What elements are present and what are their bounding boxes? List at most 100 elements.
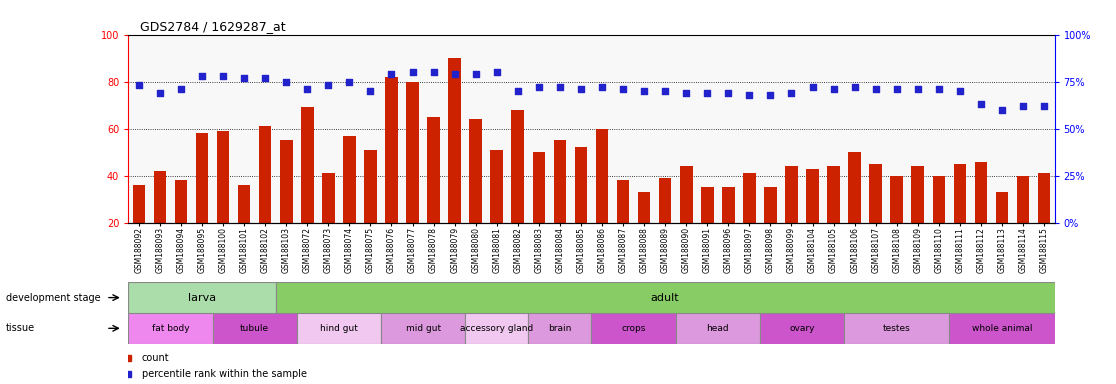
Point: [677, 90, 695, 96]
Point: [193, 73, 211, 79]
Bar: [470, 119, 482, 223]
Bar: [427, 117, 440, 223]
Bar: [217, 131, 230, 223]
Text: fat body: fat body: [152, 324, 190, 333]
Bar: [1017, 176, 1029, 223]
Point: [656, 88, 674, 94]
Point: [445, 71, 463, 77]
Text: ovary: ovary: [789, 324, 815, 333]
Bar: [591, 313, 675, 344]
Bar: [238, 185, 250, 223]
Point: [951, 88, 969, 94]
Text: larva: larva: [187, 293, 217, 303]
Point: [298, 86, 316, 92]
Point: [740, 92, 758, 98]
Point: [488, 69, 506, 75]
Bar: [950, 313, 1055, 344]
Bar: [786, 166, 798, 223]
Point: [573, 86, 590, 92]
Bar: [953, 164, 966, 223]
Bar: [974, 162, 988, 223]
Bar: [848, 152, 860, 223]
Bar: [933, 176, 945, 223]
Text: GDS2784 / 1629287_at: GDS2784 / 1629287_at: [140, 20, 285, 33]
Point: [319, 82, 337, 88]
Point: [235, 75, 253, 81]
Point: [720, 90, 738, 96]
Point: [340, 79, 358, 85]
Text: hind gut: hind gut: [320, 324, 358, 333]
Bar: [406, 82, 418, 223]
Point: [214, 73, 232, 79]
Text: count: count: [142, 353, 170, 363]
Bar: [869, 164, 882, 223]
Bar: [701, 187, 713, 223]
Text: testes: testes: [883, 324, 911, 333]
Point: [1036, 103, 1054, 109]
Bar: [891, 176, 903, 223]
Point: [699, 90, 716, 96]
Point: [993, 107, 1011, 113]
Bar: [276, 282, 1055, 313]
Bar: [280, 141, 292, 223]
Point: [888, 86, 906, 92]
Text: development stage: development stage: [6, 293, 100, 303]
Bar: [532, 152, 546, 223]
Bar: [1038, 173, 1050, 223]
Point: [425, 69, 443, 75]
Bar: [844, 313, 950, 344]
Point: [782, 90, 800, 96]
Bar: [195, 133, 209, 223]
Text: percentile rank within the sample: percentile rank within the sample: [142, 369, 307, 379]
Bar: [385, 77, 397, 223]
Text: brain: brain: [548, 324, 571, 333]
Bar: [212, 313, 297, 344]
Point: [551, 84, 569, 90]
Point: [466, 71, 484, 77]
Point: [404, 69, 422, 75]
Point: [1014, 103, 1032, 109]
Point: [635, 88, 653, 94]
Bar: [617, 180, 629, 223]
Point: [172, 86, 190, 92]
Text: accessory gland: accessory gland: [460, 324, 533, 333]
Bar: [174, 180, 187, 223]
Bar: [465, 313, 528, 344]
Bar: [995, 192, 1009, 223]
Point: [846, 84, 864, 90]
Bar: [381, 313, 465, 344]
Text: mid gut: mid gut: [405, 324, 441, 333]
Point: [593, 84, 610, 90]
Point: [825, 86, 843, 92]
Bar: [658, 178, 672, 223]
Bar: [722, 187, 734, 223]
Bar: [511, 110, 525, 223]
Point: [509, 88, 527, 94]
Text: whole animal: whole animal: [972, 324, 1032, 333]
Bar: [596, 129, 608, 223]
Bar: [364, 150, 377, 223]
Bar: [133, 185, 145, 223]
Bar: [806, 169, 819, 223]
Text: tissue: tissue: [6, 323, 35, 333]
Point: [761, 92, 779, 98]
Point: [383, 71, 401, 77]
Bar: [675, 313, 760, 344]
Bar: [297, 313, 381, 344]
Point: [129, 82, 147, 88]
Bar: [128, 282, 276, 313]
Bar: [760, 313, 844, 344]
Point: [867, 86, 885, 92]
Bar: [554, 141, 566, 223]
Point: [614, 86, 632, 92]
Bar: [301, 108, 314, 223]
Bar: [638, 192, 651, 223]
Bar: [575, 147, 587, 223]
Bar: [680, 166, 693, 223]
Point: [277, 79, 295, 85]
Bar: [827, 166, 840, 223]
Point: [151, 90, 169, 96]
Point: [804, 84, 821, 90]
Point: [972, 101, 990, 107]
Bar: [259, 126, 271, 223]
